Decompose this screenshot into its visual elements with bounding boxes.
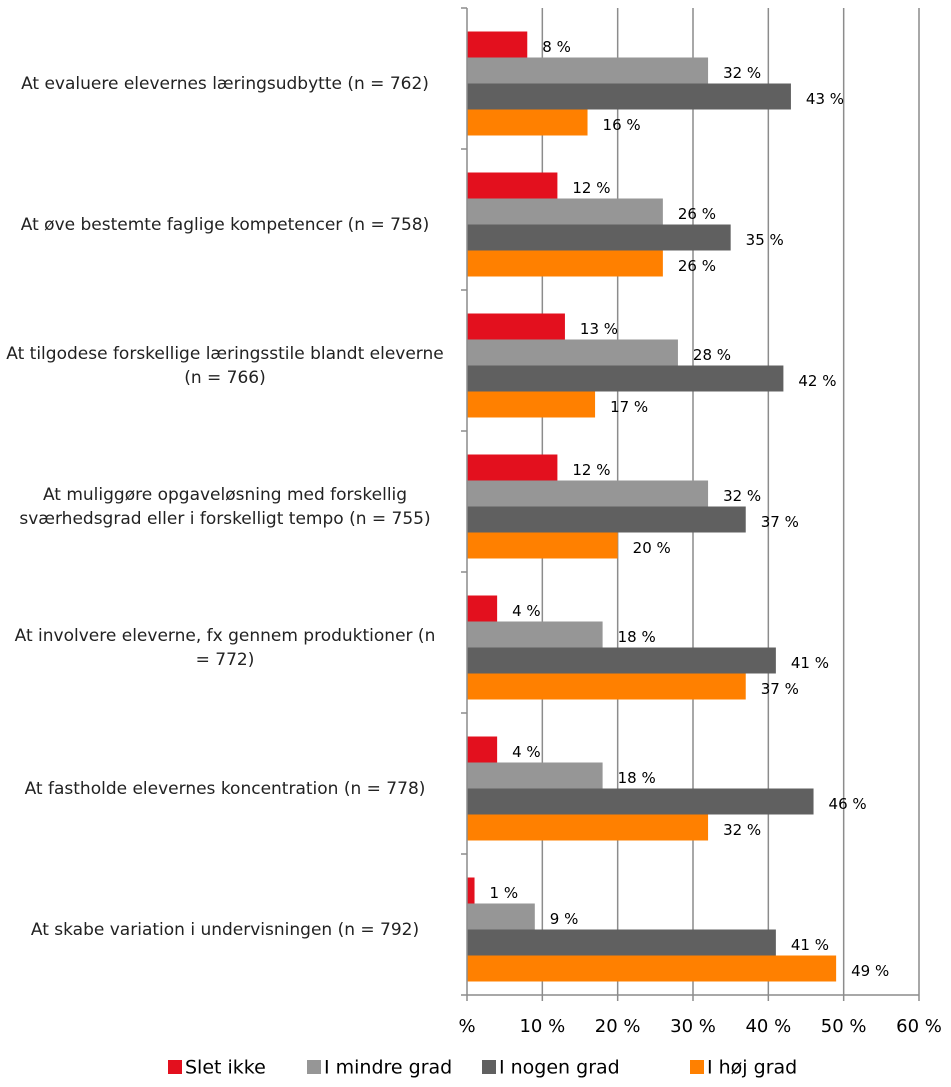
- data-label: 37 %: [761, 513, 799, 531]
- bar: [467, 788, 814, 815]
- bar: [467, 595, 498, 622]
- bar: [467, 57, 709, 84]
- x-tick-label: %: [458, 1016, 475, 1037]
- data-label: 49 %: [851, 962, 889, 980]
- y-tick-label: At fastholde elevernes koncentration (n …: [24, 778, 426, 799]
- legend-swatch: [307, 1060, 321, 1074]
- bar: [467, 736, 498, 763]
- data-label: 4 %: [512, 743, 541, 761]
- bar: [467, 339, 678, 366]
- bar: [467, 109, 588, 136]
- bar: [467, 224, 731, 251]
- y-tick-label: At tilgodese forskellige læringsstile bl…: [6, 343, 444, 388]
- y-tick-label: At evaluere elevernes læringsudbytte (n …: [21, 73, 429, 94]
- bar: [467, 250, 663, 277]
- data-label: 17 %: [610, 398, 648, 416]
- legend-swatch: [690, 1060, 704, 1074]
- bar: [467, 762, 603, 789]
- bar: [467, 172, 558, 199]
- data-label: 12 %: [572, 461, 610, 479]
- data-label: 42 %: [798, 372, 836, 390]
- data-label: 9 %: [550, 910, 579, 928]
- data-label: 43 %: [806, 90, 844, 108]
- data-label: 12 %: [572, 179, 610, 197]
- data-label: 4 %: [512, 602, 541, 620]
- data-label: 35 %: [746, 231, 784, 249]
- bar: [467, 31, 528, 58]
- data-label: 28 %: [693, 346, 731, 364]
- data-label: 1 %: [490, 884, 519, 902]
- data-label: 37 %: [761, 680, 799, 698]
- bar: [467, 929, 776, 956]
- bar: [467, 83, 791, 110]
- data-label: 32 %: [723, 64, 761, 82]
- y-tick-label: At øve bestemte faglige kompetencer (n =…: [20, 214, 430, 235]
- legend-label: Slet ikke: [185, 1057, 266, 1079]
- data-label: 32 %: [723, 821, 761, 839]
- bar: [467, 391, 596, 418]
- data-label: 16 %: [603, 116, 641, 134]
- x-tick-label: 30 %: [670, 1016, 716, 1037]
- y-tick-label: At skabe variation i undervisningen (n =…: [30, 919, 420, 940]
- x-tick-label: 40 %: [745, 1016, 791, 1037]
- data-label: 13 %: [580, 320, 618, 338]
- data-label: 32 %: [723, 487, 761, 505]
- bar: [467, 903, 535, 930]
- bar: [467, 506, 746, 533]
- data-label: 41 %: [791, 936, 829, 954]
- bar: [467, 313, 565, 340]
- legend-label: I mindre grad: [324, 1057, 452, 1079]
- data-label: 41 %: [791, 654, 829, 672]
- bar: [467, 814, 709, 841]
- data-label: 46 %: [829, 795, 867, 813]
- data-label: 18 %: [618, 628, 656, 646]
- bar: [467, 480, 709, 507]
- legend-swatch: [482, 1060, 496, 1074]
- legend-label: I høj grad: [707, 1057, 797, 1079]
- bar: [467, 532, 618, 559]
- bar: [467, 365, 784, 392]
- data-label: 8 %: [542, 38, 571, 56]
- x-tick-label: 20 %: [595, 1016, 641, 1037]
- y-tick-label: At muliggøre opgaveløsning med forskelli…: [19, 484, 431, 529]
- legend-label: I nogen grad: [499, 1057, 620, 1079]
- bar: [467, 955, 837, 982]
- x-tick-label: 50 %: [821, 1016, 867, 1037]
- data-label: 26 %: [678, 257, 716, 275]
- bar: [467, 198, 663, 225]
- data-label: 20 %: [633, 539, 671, 557]
- y-tick-label: At involvere eleverne, fx gennem produkt…: [14, 625, 436, 670]
- bar: [467, 454, 558, 481]
- bar: [467, 621, 603, 648]
- data-label: 26 %: [678, 205, 716, 223]
- bar: [467, 673, 746, 700]
- x-tick-label: 10 %: [519, 1016, 565, 1037]
- data-label: 18 %: [618, 769, 656, 787]
- bar: [467, 877, 475, 904]
- bar: [467, 647, 776, 674]
- x-tick-label: 60 %: [896, 1016, 942, 1037]
- legend-swatch: [168, 1060, 182, 1074]
